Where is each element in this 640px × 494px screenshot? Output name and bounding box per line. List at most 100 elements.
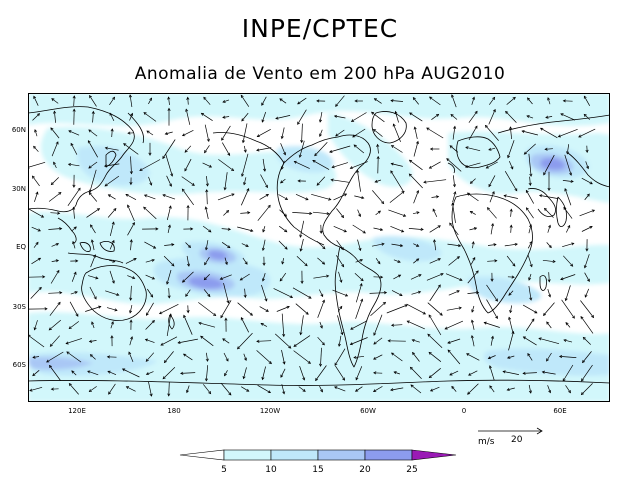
wind-arrow [185, 242, 191, 248]
wind-arrow-head [475, 270, 479, 274]
wind-arrow-head [55, 141, 59, 145]
wind-arrow-head [439, 312, 443, 316]
wind-arrow-head [57, 301, 61, 305]
wind-arrow [488, 355, 496, 359]
wind-arrow [375, 258, 381, 264]
wind-arrow-head [381, 242, 385, 246]
wind-arrow [90, 354, 96, 360]
wind-arrow-head [111, 221, 115, 225]
wind-arrow-head [541, 370, 546, 374]
wind-arrow-head [93, 296, 97, 300]
wind-arrow-head [487, 356, 492, 360]
wind-arrow [465, 146, 481, 152]
wind-arrow-head [469, 180, 473, 184]
wind-arrow-head [374, 179, 378, 183]
wind-arrow [581, 383, 593, 395]
wind-arrow [449, 370, 459, 376]
wind-arrow [206, 352, 208, 362]
wind-arrow-head [319, 325, 323, 329]
wind-arrow [125, 193, 137, 201]
wind-arrow-head [75, 259, 79, 263]
wind-arrow [335, 95, 345, 107]
wind-arrow-head [279, 278, 283, 282]
wind-arrow-head [151, 258, 155, 262]
wind-arrow-head [339, 279, 343, 283]
wind-arrow-head [184, 168, 188, 172]
wind-arrow-head [224, 261, 228, 266]
wind-arrow [528, 285, 532, 301]
wind-arrow [105, 147, 119, 151]
wind-arrow [104, 175, 120, 187]
wind-arrow-head [459, 278, 463, 281]
wind-arrow-head [107, 370, 111, 374]
wind-arrow-head [318, 119, 322, 123]
wind-arrow [510, 209, 512, 217]
wind-arrow-head [373, 371, 377, 375]
wind-arrow-head [526, 207, 529, 211]
wind-arrow [92, 111, 94, 123]
wind-arrow [87, 140, 99, 158]
wind-arrow [545, 116, 553, 118]
wind-anomaly-map [28, 93, 610, 402]
wind-arrow-head [507, 155, 511, 159]
wind-arrow [433, 239, 437, 251]
wind-arrow [297, 109, 307, 125]
wind-arrow [109, 240, 115, 250]
wind-arrow-head [283, 213, 288, 217]
wind-arrow [355, 386, 363, 392]
wind-arrow-head [373, 356, 377, 360]
wind-arrow [428, 314, 442, 336]
wind-arrow [68, 130, 80, 136]
wind-arrow-head [495, 315, 498, 320]
wind-arrow-head [299, 234, 303, 238]
wind-arrow-head [224, 373, 227, 377]
wind-arrow-head [227, 245, 231, 249]
wind-arrow [468, 111, 478, 123]
wind-arrow-head [552, 259, 556, 264]
wind-arrow [372, 190, 384, 204]
wind-arrow [504, 243, 518, 247]
colorbar-tick-10: 10 [265, 465, 277, 475]
wind-arrow [237, 332, 253, 350]
wind-arrow-head [320, 389, 323, 393]
wind-arrow [429, 284, 441, 302]
wind-arrow [429, 258, 441, 264]
wind-arrow-head [344, 293, 349, 297]
wind-arrow [221, 142, 231, 156]
wind-arrow-head [167, 107, 171, 111]
wind-arrow-head [143, 112, 147, 116]
wind-arrow-head [423, 180, 427, 184]
wind-arrow [581, 177, 593, 185]
wind-arrow [301, 123, 303, 143]
wind-arrow [527, 241, 533, 249]
wind-arrow [48, 228, 62, 230]
wind-arrow-head [416, 258, 420, 262]
wind-arrow-head [177, 340, 181, 345]
wind-arrow [49, 365, 61, 381]
lat-label-eq: EQ [16, 243, 26, 251]
wind-arrow [163, 255, 175, 267]
wind-arrow-head [221, 137, 225, 141]
wind-arrow [452, 175, 456, 187]
wind-arrow-head [88, 389, 92, 393]
wind-arrow-head [340, 246, 344, 251]
wind-arrow [275, 115, 291, 119]
wind-arrow [281, 160, 285, 170]
wind-arrow-head [580, 392, 585, 396]
wind-arrow [334, 386, 346, 392]
wind-arrow-head [299, 248, 303, 252]
wind-arrow-head [57, 211, 61, 215]
wind-arrow [162, 139, 176, 159]
wind-arrow [467, 383, 479, 395]
wind-arrow-head [331, 165, 335, 169]
wind-arrow-head [171, 263, 175, 267]
wind-arrow-head [114, 308, 118, 312]
wind-arrow-head [208, 164, 213, 168]
wind-arrow-head [413, 126, 417, 130]
wind-arrow-head [203, 277, 207, 281]
wind-arrow [471, 97, 475, 105]
wind-arrow [292, 287, 312, 299]
wind-arrow-head [514, 242, 518, 246]
wind-arrow [373, 314, 383, 336]
wind-arrow [311, 193, 331, 201]
